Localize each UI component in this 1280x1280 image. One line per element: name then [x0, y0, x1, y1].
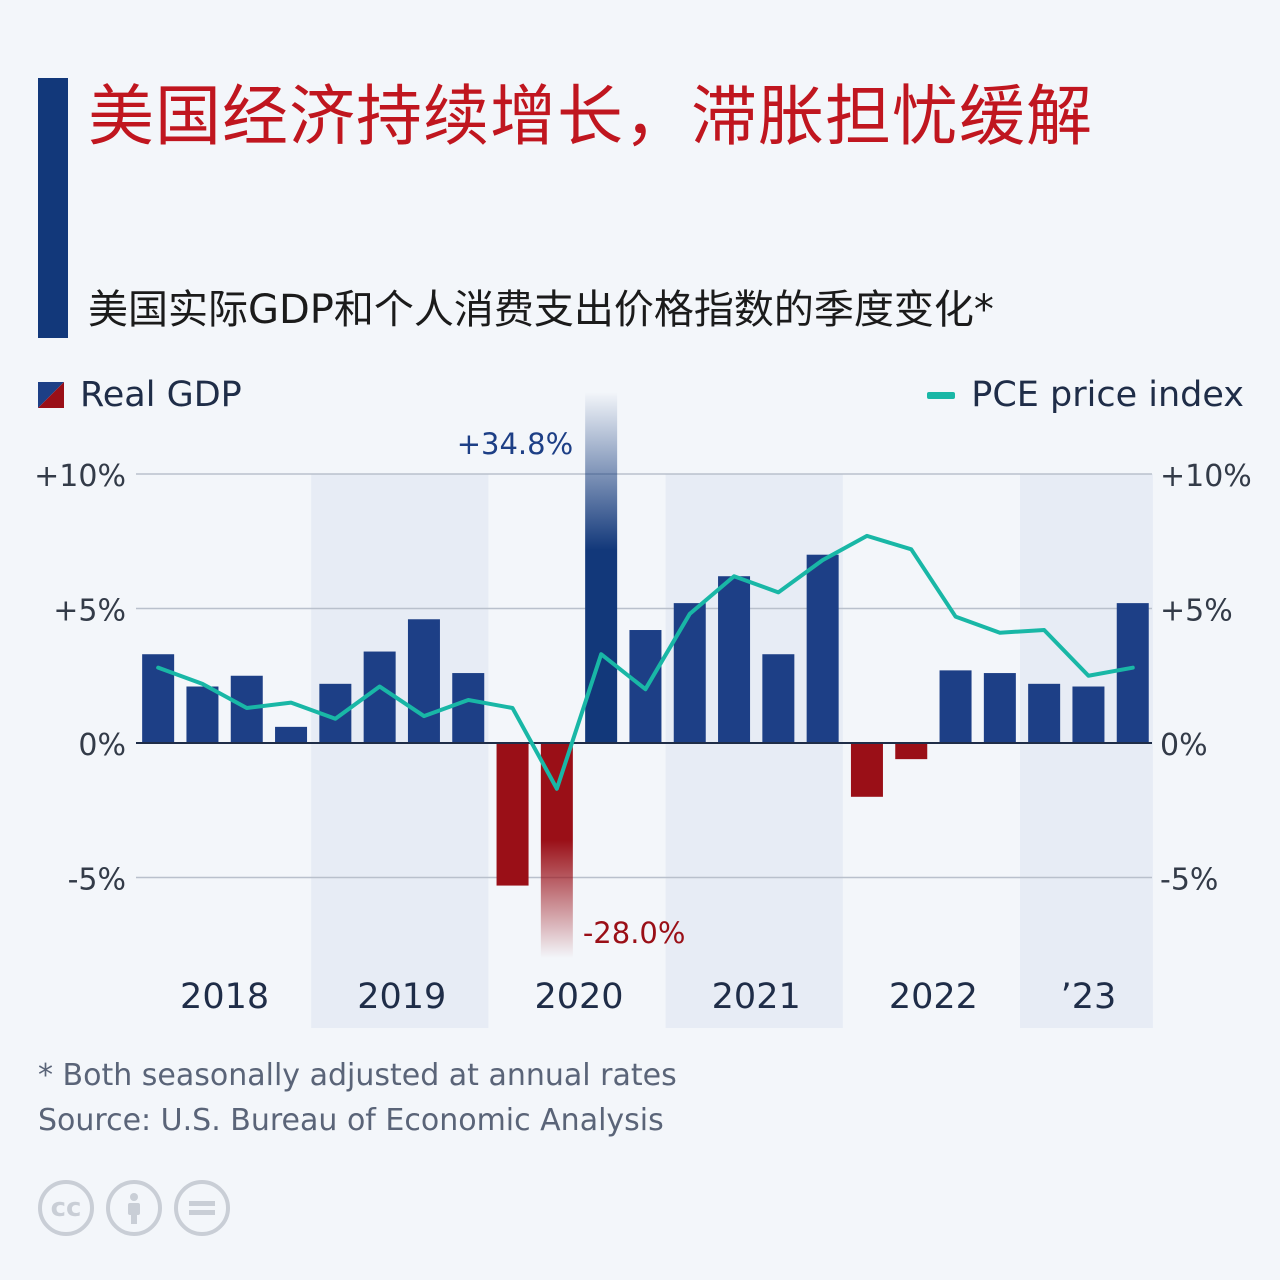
y-tick-left: 0% [78, 728, 126, 763]
legend-pce-label: PCE price index [971, 375, 1244, 415]
year-label: 2021 [712, 977, 801, 1017]
gdp-bar [275, 726, 308, 743]
license-icons: cc [38, 1180, 242, 1236]
attribution-icon [106, 1180, 162, 1236]
year-label: 2019 [357, 977, 446, 1017]
y-tick-left: -5% [68, 863, 126, 898]
gdp-bar [186, 686, 219, 743]
year-label: 2022 [889, 977, 978, 1017]
gdp-bar [983, 673, 1016, 743]
y-tick-left: +10% [34, 459, 126, 494]
gdp-bar [762, 654, 795, 743]
gdp-bar [1072, 686, 1105, 743]
gdp-bar [939, 670, 972, 743]
no-derivatives-icon [174, 1180, 230, 1236]
legend-real-gdp: Real GDP [38, 372, 242, 418]
gdp-bar [850, 743, 883, 797]
source-note: Source: U.S. Bureau of Economic Analysis [38, 1103, 664, 1138]
year-label: 2020 [534, 977, 623, 1017]
year-label: ’23 [1061, 977, 1117, 1017]
year-band [311, 474, 489, 1028]
gdp-peak-label: +34.8% [457, 427, 573, 461]
pce-swatch-icon [927, 391, 956, 399]
gdp-bar [718, 576, 751, 743]
legend-gdp-label: Real GDP [80, 375, 242, 415]
gdp-bar [407, 619, 440, 743]
gdp-bar [363, 651, 396, 743]
y-tick-right: +5% [1160, 594, 1233, 629]
title-accent-bar [38, 78, 68, 338]
legend-pce: PCE price index [927, 372, 1244, 418]
y-tick-right: -5% [1160, 863, 1218, 898]
gdp-bar [1028, 683, 1061, 743]
gdp-bar [1116, 603, 1149, 743]
gdp-bar [452, 673, 485, 743]
pce-line [156, 533, 1135, 791]
gdp-bar [540, 743, 573, 958]
gdp-trough-label: -28.0% [583, 916, 686, 950]
cc-icon: cc [38, 1180, 94, 1236]
chart-title: 美国经济持续增长，滞胀担忧缓解 [88, 78, 1093, 155]
gdp-bar [496, 743, 529, 886]
gdp-bar [673, 603, 706, 743]
year-band [1020, 474, 1153, 1028]
gdp-swatch-icon [38, 382, 64, 408]
chart-plot: 2018 2019 2020 2021 2022 ’23 +10% +10% +5% +5% 0% 0… [34, 392, 1252, 1028]
footnote: * Both seasonally adjusted at annual rat… [38, 1058, 677, 1093]
gdp-bar [806, 554, 839, 743]
year-label: 2018 [180, 977, 269, 1017]
gdp-bar [895, 743, 928, 760]
y-tick-right: +10% [1160, 459, 1252, 494]
chart-subtitle: 美国实际GDP和个人消费支出价格指数的季度变化* [88, 287, 994, 333]
y-tick-left: +5% [53, 594, 126, 629]
y-tick-right: 0% [1160, 728, 1208, 763]
